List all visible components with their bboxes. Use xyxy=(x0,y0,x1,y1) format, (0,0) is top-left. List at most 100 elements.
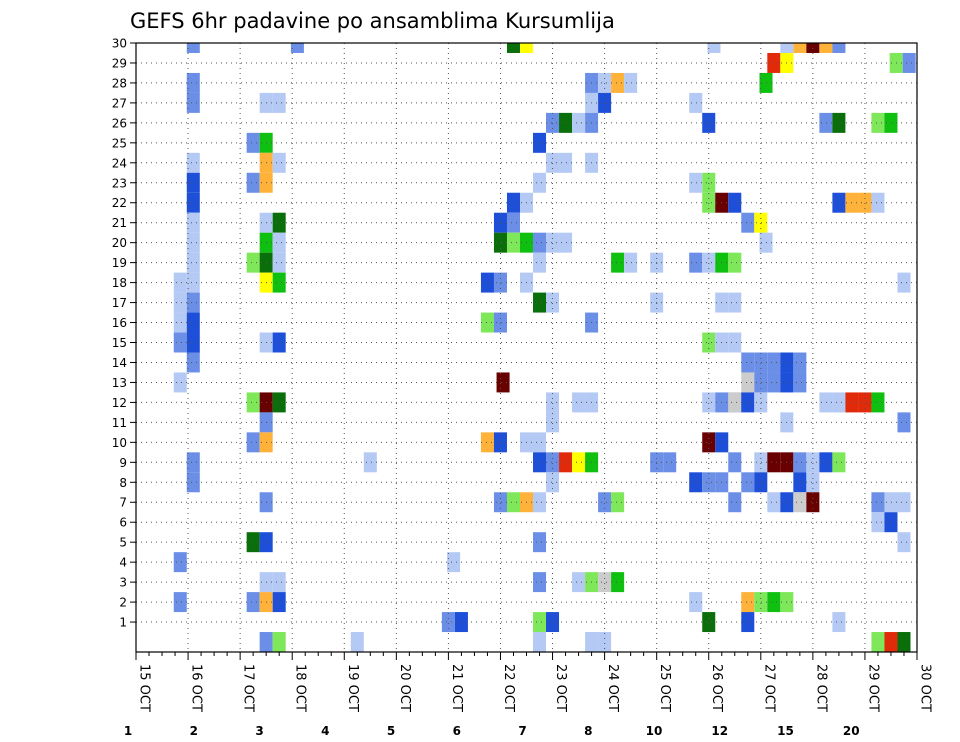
precip-cell xyxy=(480,432,494,453)
y-tick-label: 22 xyxy=(112,196,127,210)
precip-cell xyxy=(272,632,286,652)
precip-cell xyxy=(493,432,507,453)
precip-cell xyxy=(246,252,260,273)
precip-cell xyxy=(728,192,742,213)
legend-label: 15 xyxy=(777,724,794,738)
precip-cell xyxy=(832,392,846,413)
precip-cell xyxy=(533,292,547,313)
legend-label: 5 xyxy=(387,724,395,738)
precip-cell xyxy=(572,112,586,133)
y-tick-label: 27 xyxy=(112,96,127,110)
y-tick-label: 18 xyxy=(112,276,127,290)
precip-cell xyxy=(585,632,599,652)
x-tick-label: 19 OCT xyxy=(345,664,360,712)
precip-cell xyxy=(186,152,200,173)
precip-cell xyxy=(819,392,833,413)
precip-cell xyxy=(689,92,703,113)
precip-cell xyxy=(832,112,846,133)
precip-cell xyxy=(728,292,742,313)
y-tick-label: 16 xyxy=(112,316,127,330)
y-tick-label: 13 xyxy=(112,376,127,390)
precip-cell xyxy=(884,112,898,133)
precip-cell xyxy=(741,372,755,393)
precip-cell xyxy=(741,612,755,633)
precip-cell xyxy=(272,392,286,413)
precip-cell xyxy=(506,43,520,53)
precip-cell xyxy=(173,552,187,573)
precip-cell xyxy=(572,452,586,473)
precip-cell xyxy=(350,632,364,652)
legend-label: 4 xyxy=(321,724,329,738)
precip-cell xyxy=(598,492,612,513)
y-tick-label: 1 xyxy=(119,616,127,630)
precip-cell xyxy=(246,172,260,193)
precip-cell xyxy=(741,392,755,413)
legend-label: 7 xyxy=(518,724,526,738)
precip-cell xyxy=(793,352,807,373)
precip-cell xyxy=(871,112,885,133)
precip-cell xyxy=(186,472,200,493)
precip-cell xyxy=(246,532,260,553)
precip-cell xyxy=(493,492,507,513)
precip-cell xyxy=(546,472,560,493)
precip-cell xyxy=(572,392,586,413)
precip-cell xyxy=(897,532,911,553)
precip-cell xyxy=(173,292,187,313)
precip-cell xyxy=(186,43,200,53)
precip-cell xyxy=(793,43,807,53)
precip-cell xyxy=(728,392,742,413)
y-tick-label: 4 xyxy=(119,556,127,570)
precip-cell xyxy=(754,452,768,473)
precip-cell xyxy=(767,352,781,373)
precip-cell xyxy=(246,132,260,153)
precip-cell xyxy=(186,192,200,213)
x-tick-label: 28 OCT xyxy=(813,664,828,712)
precip-cell xyxy=(173,312,187,333)
precip-cell xyxy=(741,352,755,373)
precip-cell xyxy=(506,232,520,253)
precip-cell xyxy=(780,43,794,53)
y-tick-label: 29 xyxy=(112,56,127,70)
precip-cell xyxy=(611,492,625,513)
precip-cell xyxy=(493,312,507,333)
precip-cell xyxy=(832,612,846,633)
precip-cell xyxy=(186,272,200,293)
precip-cell xyxy=(598,92,612,113)
precip-cell xyxy=(689,592,703,613)
precip-cell xyxy=(519,43,534,53)
grid-lines xyxy=(136,42,917,652)
legend-label: 8 xyxy=(584,724,592,738)
precip-cell xyxy=(533,132,547,153)
precip-cell xyxy=(702,332,716,353)
precip-cell xyxy=(897,412,911,433)
y-tick-label: 12 xyxy=(112,396,127,410)
y-tick-label: 30 xyxy=(112,37,127,51)
precip-cell xyxy=(272,272,286,293)
precip-cell xyxy=(689,172,703,193)
y-tick-label: 21 xyxy=(112,216,127,230)
y-tick-label: 15 xyxy=(112,336,127,350)
precip-cell xyxy=(858,192,872,213)
precip-cell xyxy=(754,592,768,613)
precip-cell xyxy=(186,232,200,253)
precip-cell xyxy=(754,392,768,413)
precip-cell xyxy=(546,612,560,633)
x-tick-label: 24 OCT xyxy=(605,664,620,712)
precip-cell xyxy=(173,272,187,293)
y-tick-label: 19 xyxy=(112,256,127,270)
precip-cell xyxy=(897,272,911,293)
precip-cell xyxy=(186,92,200,113)
precip-cell xyxy=(272,592,286,613)
precip-cell xyxy=(741,472,755,493)
x-tick-label: 26 OCT xyxy=(709,664,724,712)
precip-cell xyxy=(272,332,286,353)
precip-cell xyxy=(546,452,560,473)
precip-cell xyxy=(754,352,768,373)
precip-cell xyxy=(480,272,494,293)
precip-cell xyxy=(611,572,625,593)
precip-cell xyxy=(186,452,200,473)
y-tick-label: 14 xyxy=(112,356,127,370)
precip-cell xyxy=(546,412,560,433)
precip-cell xyxy=(624,252,638,273)
precip-cell xyxy=(272,212,286,233)
